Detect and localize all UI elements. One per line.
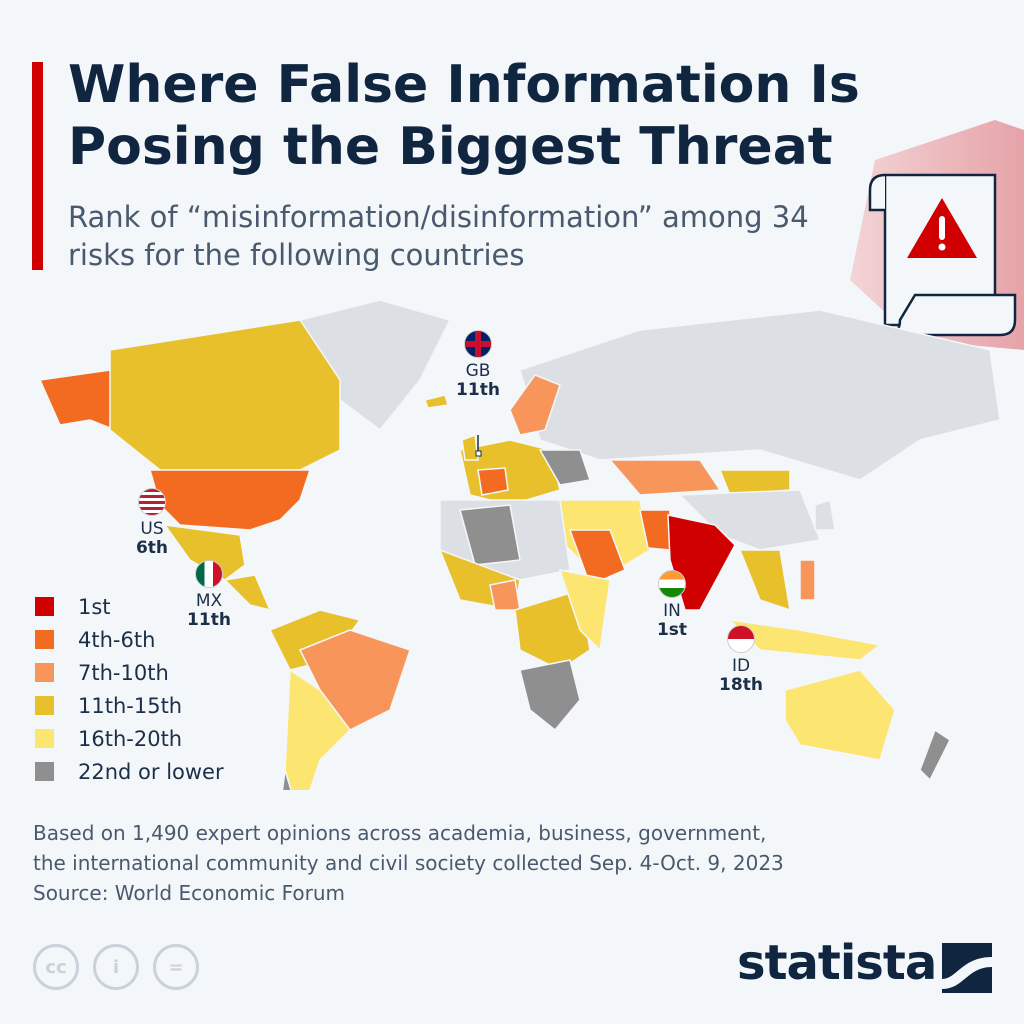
legend-label: 22nd or lower (78, 759, 224, 784)
subtitle: Rank of “misinformation/disinformation” … (68, 200, 809, 272)
region-indonesia (727, 618, 882, 661)
annotation-mx: MX 11th (169, 560, 249, 630)
id-flag-icon (727, 625, 755, 653)
title-accent-bar (32, 62, 43, 270)
footnote-line: the international community and civil so… (33, 851, 784, 875)
nd-label: = (168, 956, 184, 978)
region-se-asia (738, 549, 791, 612)
legend-swatch (35, 729, 54, 748)
region-philippines (799, 559, 816, 601)
region-eastern-europe (538, 449, 591, 486)
legend-label: 4th-6th (78, 627, 156, 652)
legend-label: 16th-20th (78, 726, 183, 751)
legend-label: 1st (78, 594, 111, 619)
page-title: Where False Information Is Posing the Bi… (68, 55, 860, 177)
legend-swatch (35, 663, 54, 682)
mx-flag-icon (195, 560, 223, 588)
legend-item: 16th-20th (35, 722, 224, 755)
legend-item: 7th-10th (35, 656, 224, 689)
region-japan (814, 499, 836, 531)
country-code: GB (465, 361, 491, 381)
annotation-id: ID 18th (701, 625, 781, 695)
country-code: MX (195, 591, 223, 611)
annotation-us: US 6th (112, 488, 192, 558)
region-france (477, 467, 509, 496)
legend-item: 4th-6th (35, 623, 224, 656)
warning-scroll-icon (850, 120, 1024, 350)
legend-item: 11th-15th (35, 689, 224, 722)
cc-license-icon[interactable]: cc (33, 944, 79, 990)
region-southern-africa (519, 659, 581, 732)
region-russia (519, 309, 1001, 481)
annotation-gb: GB 11th (438, 330, 518, 400)
by-label: i (112, 956, 120, 978)
world-map (38, 299, 1001, 790)
in-flag-icon (658, 570, 686, 598)
region-new-zealand (919, 728, 951, 782)
cc-label: cc (45, 956, 67, 978)
region-alaska (38, 369, 116, 432)
legend-item: 1st (35, 590, 224, 623)
legend-swatch (35, 696, 54, 715)
region-uk (461, 433, 479, 461)
footer-notes: Based on 1,490 expert opinions across ac… (33, 818, 993, 908)
region-saudi (568, 529, 626, 587)
region-scandinavia (509, 374, 561, 436)
legend-swatch (35, 597, 54, 616)
country-rank: 6th (135, 538, 169, 558)
attribution-icon[interactable]: i (93, 944, 139, 990)
country-rank: 1st (656, 620, 688, 640)
country-code: US (140, 519, 164, 539)
region-chile (281, 769, 292, 790)
country-code: IN (663, 601, 681, 621)
country-code: ID (731, 656, 751, 676)
region-central-asia (608, 459, 722, 496)
no-derivatives-icon[interactable]: = (153, 944, 199, 990)
region-east-africa (558, 569, 611, 652)
footnote-line: Based on 1,490 expert opinions across ac… (33, 821, 767, 845)
region-mexico (163, 524, 246, 581)
region-algeria (459, 504, 521, 566)
country-rank: 11th (187, 610, 231, 630)
annotation-in: IN 1st (632, 570, 712, 640)
statista-logo[interactable]: statista (737, 935, 937, 991)
us-flag-icon (138, 488, 166, 516)
gb-flag-icon (464, 330, 492, 358)
region-central-america (223, 574, 272, 612)
region-nigeria (489, 579, 521, 611)
legend-label: 7th-10th (78, 660, 169, 685)
legend-swatch (35, 630, 54, 649)
country-rank: 11th (456, 380, 500, 400)
region-australia (784, 669, 896, 761)
legend: 1st 4th-6th 7th-10th 11th-15th 16th-20th… (35, 590, 224, 788)
legend-label: 11th-15th (78, 693, 183, 718)
legend-swatch (35, 762, 54, 781)
country-rank: 18th (719, 675, 763, 695)
region-iceland (424, 394, 449, 409)
statista-logo-mark-icon (942, 943, 992, 993)
legend-item: 22nd or lower (35, 755, 224, 788)
source: Source: World Economic Forum (33, 881, 346, 905)
region-canada (109, 319, 341, 471)
